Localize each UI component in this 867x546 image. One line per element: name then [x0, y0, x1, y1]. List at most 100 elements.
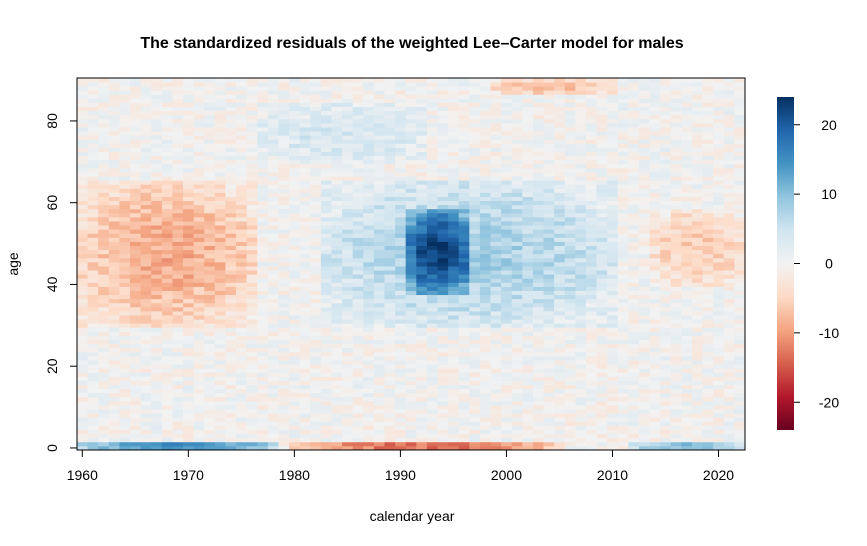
heatmap-cell [373, 102, 385, 108]
heatmap-cell [77, 270, 88, 275]
heatmap-cell [395, 188, 407, 193]
heatmap-cell [554, 139, 566, 144]
heatmap-cell [98, 237, 110, 242]
heatmap-cell [77, 327, 88, 332]
heatmap-cell [98, 347, 110, 353]
heatmap-cell [501, 151, 513, 157]
heatmap-cell [448, 339, 460, 345]
heatmap-cell [490, 282, 502, 287]
heatmap-cell [437, 311, 449, 316]
heatmap-cell [214, 286, 226, 291]
heatmap-cell [469, 384, 481, 390]
heatmap-cell [596, 184, 608, 189]
heatmap-cell [214, 302, 226, 308]
heatmap-cell [628, 188, 640, 193]
heatmap-cell [98, 294, 110, 300]
heatmap-cell [140, 396, 152, 402]
heatmap-cell [151, 302, 163, 308]
heatmap-cell [596, 335, 608, 341]
heatmap-cell [342, 270, 354, 275]
heatmap-cell [564, 294, 576, 300]
heatmap-cell [649, 249, 661, 255]
heatmap-cell [543, 311, 555, 316]
heatmap-cell [469, 441, 481, 447]
heatmap-cell [416, 409, 428, 414]
heatmap-cell [299, 339, 311, 345]
heatmap-cell [151, 405, 163, 410]
heatmap-cell [278, 78, 290, 83]
heatmap-cell [575, 445, 587, 451]
heatmap-cell [119, 233, 131, 238]
heatmap-cell [172, 208, 184, 214]
heatmap-cell [501, 241, 513, 247]
heatmap-cell [87, 241, 99, 247]
heatmap-cell [289, 270, 301, 275]
heatmap-cell [384, 290, 396, 296]
heatmap-cell [98, 376, 110, 381]
heatmap-cell [204, 384, 216, 390]
heatmap-cell [331, 237, 343, 242]
heatmap-cell [469, 413, 481, 418]
heatmap-cell [140, 90, 152, 95]
heatmap-cell [342, 102, 354, 108]
heatmap-cell [437, 286, 449, 291]
heatmap-cell [638, 172, 650, 177]
heatmap-cell [140, 106, 152, 112]
heatmap-cell [543, 323, 555, 328]
heatmap-cell [405, 78, 417, 83]
heatmap-cell [119, 417, 131, 422]
heatmap-cell [649, 384, 661, 390]
heatmap-cell [87, 278, 99, 283]
heatmap-cell [638, 266, 650, 271]
heatmap-cell [501, 184, 513, 189]
heatmap-cell [405, 135, 417, 140]
heatmap-cell [267, 437, 279, 443]
heatmap-cell [448, 421, 460, 426]
heatmap-cell [384, 396, 396, 402]
heatmap-cell [511, 417, 523, 422]
heatmap-cell [490, 294, 502, 300]
heatmap-cell [236, 155, 248, 161]
heatmap-cell [638, 405, 650, 410]
heatmap-cell [183, 151, 195, 157]
heatmap-cell [501, 216, 513, 222]
heatmap-cell [183, 331, 195, 336]
heatmap-cell [554, 155, 566, 161]
heatmap-cell [596, 368, 608, 373]
heatmap-cell [236, 413, 248, 418]
heatmap-cell [278, 413, 290, 418]
heatmap-cell [172, 319, 184, 324]
heatmap-cell [204, 176, 216, 181]
heatmap-cell [151, 147, 163, 152]
heatmap-cell [607, 233, 619, 238]
heatmap-cell [532, 155, 544, 161]
heatmap-cell [119, 315, 131, 320]
heatmap-cell [416, 180, 428, 185]
heatmap-cell [161, 192, 173, 197]
heatmap-cell [172, 347, 184, 353]
heatmap-cell [289, 225, 301, 230]
heatmap-cell [289, 306, 301, 312]
heatmap-cell [479, 364, 491, 369]
heatmap-cell [437, 302, 449, 308]
heatmap-cell [405, 131, 417, 136]
heatmap-cell [469, 192, 481, 197]
heatmap-cell [458, 200, 470, 206]
heatmap-cell [532, 180, 544, 185]
heatmap-cell [511, 192, 523, 197]
heatmap-cell [416, 396, 428, 402]
heatmap-cell [108, 311, 120, 316]
heatmap-cell [575, 347, 587, 353]
heatmap-cell [151, 241, 163, 247]
heatmap-cell [342, 261, 354, 267]
heatmap-cell [267, 94, 279, 99]
heatmap-cell [585, 245, 597, 251]
heatmap-cell [108, 323, 120, 328]
heatmap-cell [395, 147, 407, 152]
heatmap-cell [596, 131, 608, 136]
heatmap-cell [628, 114, 640, 120]
heatmap-cell [426, 376, 438, 381]
heatmap-cell [543, 78, 555, 83]
heatmap-cell [267, 78, 279, 83]
heatmap-cell [628, 261, 640, 267]
